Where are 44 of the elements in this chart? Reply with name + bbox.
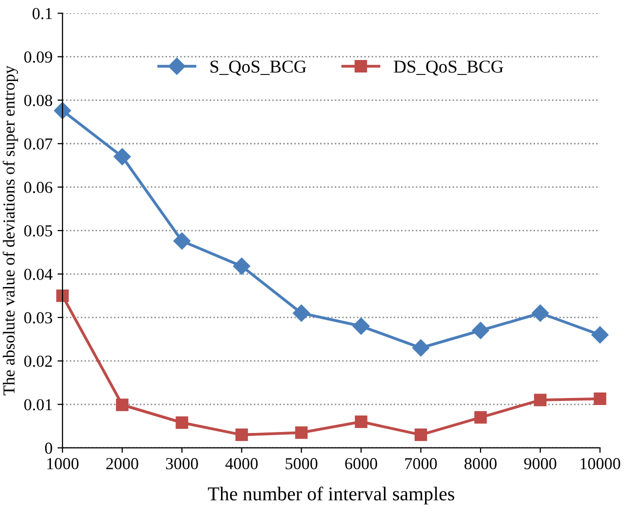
x-tick-label: 2000 [106,458,138,470]
y-tick-label: 0.07 [24,138,52,150]
point [534,394,547,406]
point [354,416,368,428]
legend-label: DS_QoS_BCG [394,60,504,76]
point [292,304,310,322]
point [414,428,428,442]
x-tick-label: 1000 [47,458,79,470]
y-axis-title: The absolute value of deviations of super entropy [2,66,18,396]
point [412,339,430,356]
point [474,411,487,424]
x-tick-label: 3000 [166,458,198,470]
y-tick-label: 0.03 [24,312,52,324]
x-axis-title: The number of interval samples [208,486,454,504]
x-tick-label: 5000 [286,458,318,470]
y-tick-label: 0.09 [24,51,52,63]
x-tick-label: 7000 [405,458,437,470]
point [116,398,128,412]
y-tick-label: 0 [45,442,52,454]
y-tick-label: 0.08 [24,94,52,106]
y-tick-label: 0.02 [24,356,52,367]
y-tick-label: 0.06 [24,182,52,194]
x-tick-label: 6000 [345,458,378,470]
x-tick-label: 9000 [524,458,556,470]
point [594,392,606,405]
y-tick-label: 0.05 [24,225,52,237]
point [173,232,190,250]
point [532,304,549,322]
point [56,289,69,302]
point [591,326,609,344]
y-tick-label: 0.01 [24,399,52,410]
legend-label: S_QoS_BCG [210,60,306,76]
point [176,416,188,429]
y-tick-label: 0.1 [32,8,52,20]
x-tick-label: 8000 [464,458,497,470]
point [233,258,250,275]
point [235,428,248,442]
x-tick-label: 10000 [580,458,620,470]
y-tick-label: 0.04 [24,268,53,280]
point [295,426,308,439]
point [352,318,370,335]
point [114,148,131,166]
point [472,322,490,340]
x-tick-label: 4000 [225,458,258,470]
